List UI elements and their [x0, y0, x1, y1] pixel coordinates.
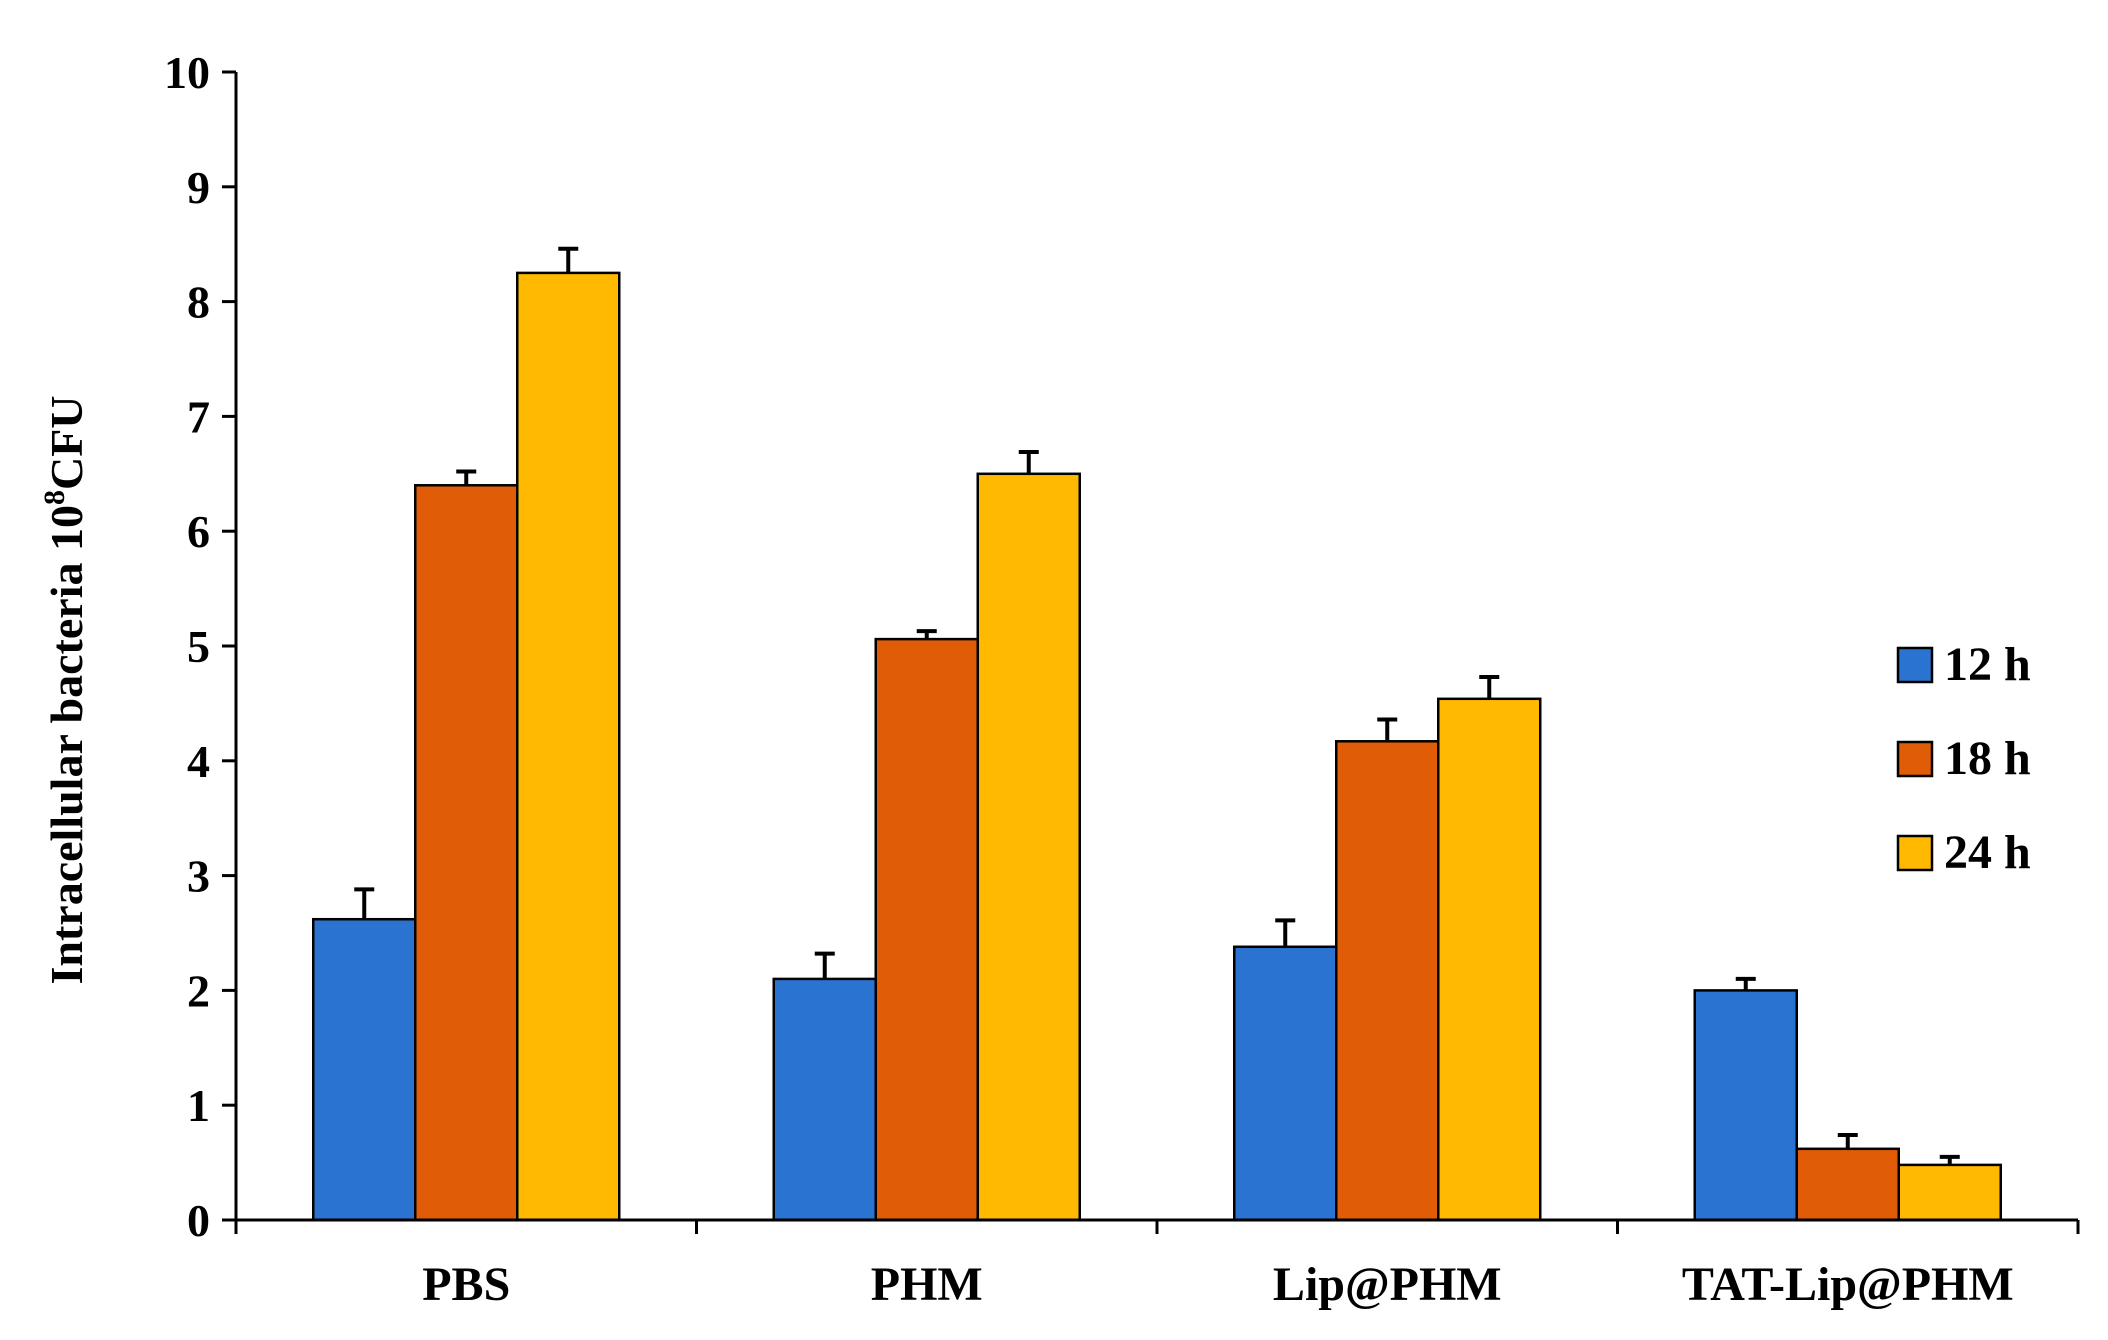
y-tick-label: 5: [187, 621, 210, 672]
legend-label-18h: 18 h: [1944, 732, 2031, 785]
y-axis-label: Intracellular bacteria 108CFU: [38, 395, 92, 984]
x-tick-label: TAT-Lip@PHM: [1682, 1258, 2014, 1311]
y-tick-label: 1: [187, 1080, 210, 1131]
y-tick-label: 0: [187, 1195, 210, 1246]
y-tick-label: 7: [187, 391, 210, 442]
legend-swatch-12h: [1896, 646, 1934, 684]
y-tick-label: 8: [187, 277, 210, 328]
legend-label-12h: 12 h: [1944, 638, 2031, 691]
legend: 12 h 18 h 24 h: [1896, 638, 2031, 879]
x-tick-label: PHM: [871, 1258, 983, 1311]
y-tick-label: 6: [187, 506, 210, 557]
x-tick-label: PBS: [422, 1258, 510, 1311]
x-tick-label: Lip@PHM: [1273, 1258, 1502, 1311]
bar-12h-lip-phm: [1233, 945, 1338, 1222]
bar-18h-phm: [874, 637, 979, 1222]
legend-label-24h: 24 h: [1944, 826, 2031, 879]
bar-18h-lip-phm: [1335, 740, 1440, 1222]
y-axis-label-main: Intracellular bacteria 10: [41, 505, 92, 985]
svg-text:Intracellular bacteria 108CFU: Intracellular bacteria 108CFU: [38, 395, 92, 984]
plot-area: PBS PHM Lip@PHM TAT-Lip@PHM 0 1 2 3 4 5 6 7 8 9 10: [164, 47, 2080, 1311]
bar-24h-lip-phm: [1437, 697, 1542, 1222]
y-tick-label: 4: [187, 736, 210, 787]
y-tick-label: 10: [164, 47, 210, 98]
y-tick-label: 2: [187, 965, 210, 1016]
y-axis-label-unit: CFU: [41, 395, 92, 490]
bar-18h-pbs: [414, 484, 519, 1222]
bar-24h-tat-lip-phm: [1897, 1163, 2002, 1222]
legend-swatch-18h: [1896, 740, 1934, 778]
bar-24h-phm: [976, 472, 1081, 1222]
legend-swatch-24h: [1896, 834, 1934, 872]
bar-12h-tat-lip-phm: [1693, 989, 1798, 1222]
bar-18h-tat-lip-phm: [1795, 1147, 1900, 1222]
y-tick-label: 9: [187, 162, 210, 213]
bar-24h-pbs: [516, 271, 621, 1222]
bar-12h-pbs: [312, 917, 417, 1222]
bar-12h-phm: [772, 977, 877, 1222]
y-axis-label-superscript: 8: [38, 490, 71, 505]
y-tick-label: 3: [187, 851, 210, 902]
